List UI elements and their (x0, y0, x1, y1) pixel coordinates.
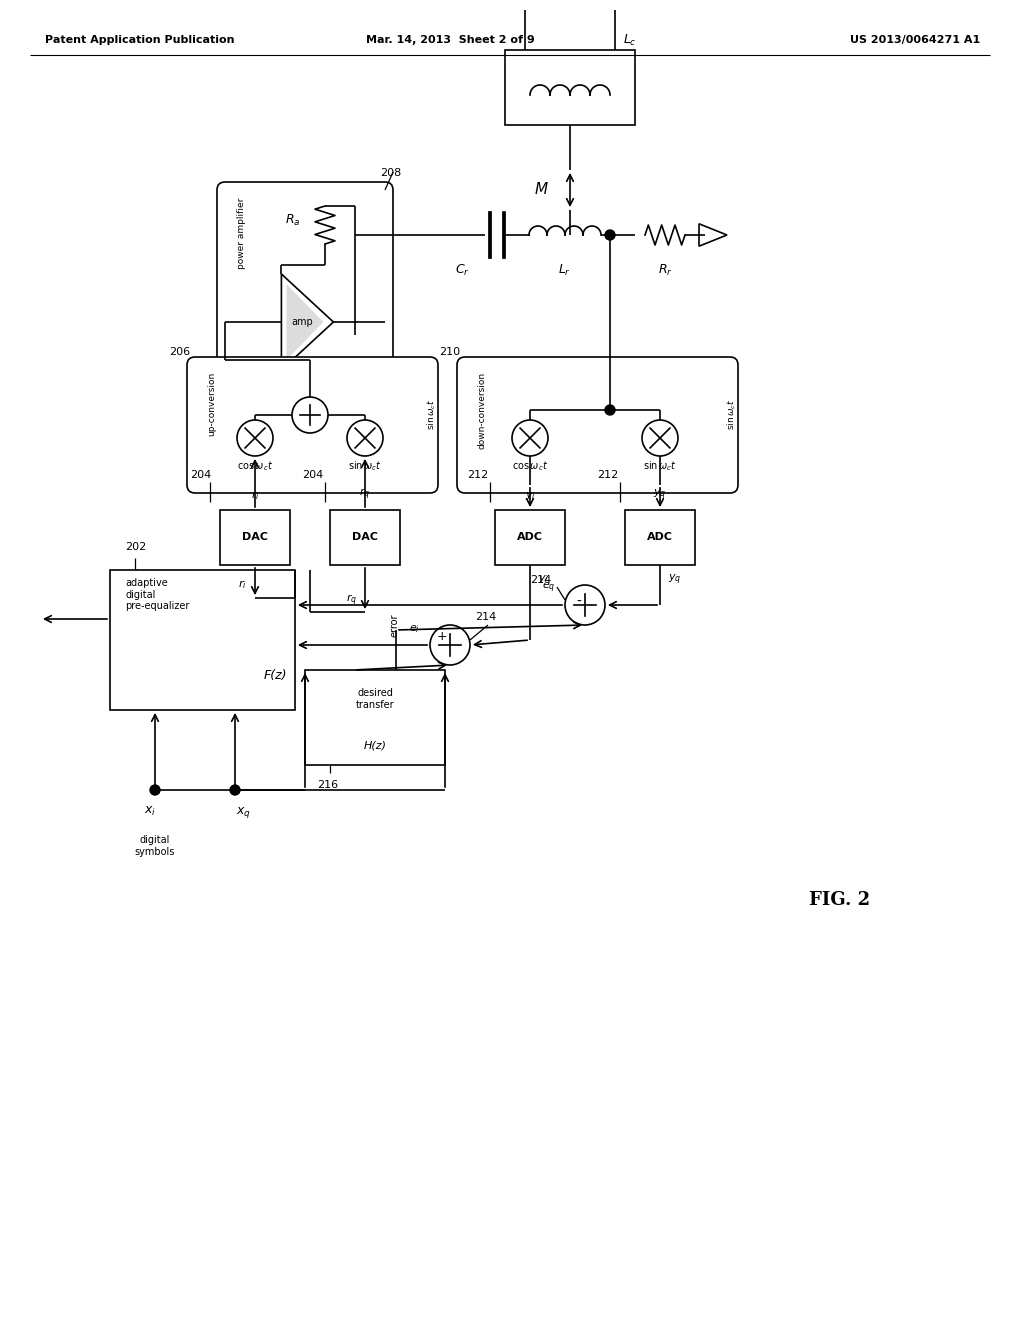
Text: US 2013/0064271 A1: US 2013/0064271 A1 (850, 36, 980, 45)
Text: +: + (436, 631, 447, 644)
Bar (330, 510, 400, 565)
Text: $R_r$: $R_r$ (657, 263, 673, 279)
Text: 210: 210 (439, 347, 460, 356)
Text: 204: 204 (190, 470, 211, 480)
Text: Mar. 14, 2013  Sheet 2 of 9: Mar. 14, 2013 Sheet 2 of 9 (366, 36, 535, 45)
Text: $L_c$: $L_c$ (623, 33, 637, 48)
Text: $\sin\omega_c t$: $\sin\omega_c t$ (643, 459, 677, 473)
Text: digital
symbols: digital symbols (135, 836, 175, 857)
Text: Patent Application Publication: Patent Application Publication (45, 36, 234, 45)
Text: amp: amp (291, 317, 313, 327)
Text: FIG. 2: FIG. 2 (809, 891, 870, 909)
Bar (495, 510, 565, 565)
Text: down-conversion: down-conversion (477, 372, 486, 449)
Polygon shape (287, 284, 324, 360)
Text: $C_r$: $C_r$ (455, 263, 469, 279)
Text: 214: 214 (475, 612, 497, 622)
Text: $r_i$: $r_i$ (239, 578, 247, 591)
Circle shape (150, 785, 160, 795)
Text: $x_q$: $x_q$ (236, 805, 251, 820)
Bar (505, 50, 635, 125)
Bar (110, 570, 295, 710)
Text: $\cos\omega_c t$: $\cos\omega_c t$ (237, 459, 273, 473)
Text: error: error (390, 614, 400, 636)
Text: 202: 202 (125, 543, 146, 552)
Text: desired
transfer: desired transfer (355, 688, 394, 710)
Text: DAC: DAC (242, 532, 268, 543)
Text: $e_i$: $e_i$ (409, 623, 420, 635)
Text: $y_i$: $y_i$ (538, 573, 549, 585)
Text: M: M (535, 182, 548, 198)
FancyBboxPatch shape (457, 356, 738, 492)
Text: F(z): F(z) (263, 668, 287, 681)
Text: adaptive
digital
pre-equalizer: adaptive digital pre-equalizer (125, 578, 189, 611)
Text: 208: 208 (380, 168, 401, 178)
Text: $\sin\omega_c t$: $\sin\omega_c t$ (348, 459, 382, 473)
Bar (305, 671, 445, 766)
Text: up-conversion: up-conversion (207, 372, 216, 436)
Text: H(z): H(z) (364, 741, 386, 750)
Text: $R_a$: $R_a$ (285, 213, 300, 227)
Text: ADC: ADC (647, 532, 673, 543)
Text: $\cos\omega_c t$: $\cos\omega_c t$ (512, 459, 548, 473)
Text: DAC: DAC (352, 532, 378, 543)
Text: 212: 212 (467, 470, 488, 480)
Text: 212: 212 (597, 470, 618, 480)
Text: 204: 204 (302, 470, 324, 480)
Text: $\sin\omega_c t$: $\sin\omega_c t$ (725, 399, 737, 430)
Circle shape (605, 405, 615, 414)
Text: $e_q$: $e_q$ (542, 581, 555, 595)
Circle shape (230, 785, 240, 795)
Text: $r_i$: $r_i$ (251, 490, 259, 502)
Text: $y_q$: $y_q$ (653, 487, 667, 502)
Circle shape (605, 230, 615, 240)
FancyBboxPatch shape (187, 356, 438, 492)
Text: -: - (577, 595, 582, 609)
Text: power amplifier: power amplifier (237, 198, 246, 269)
Text: $r_q$: $r_q$ (359, 487, 371, 502)
Text: $r_q$: $r_q$ (346, 593, 357, 607)
Text: $x_i$: $x_i$ (144, 805, 156, 818)
Text: $y_i$: $y_i$ (524, 490, 536, 502)
Bar (625, 510, 695, 565)
Text: 216: 216 (317, 780, 338, 789)
Text: 206: 206 (169, 347, 190, 356)
Text: $L_r$: $L_r$ (558, 263, 571, 279)
Text: $y_q$: $y_q$ (668, 573, 682, 587)
Text: 214: 214 (530, 576, 551, 585)
Text: ADC: ADC (517, 532, 543, 543)
FancyBboxPatch shape (217, 182, 393, 368)
Bar (220, 510, 290, 565)
Text: $\sin\omega_c t$: $\sin\omega_c t$ (425, 399, 437, 430)
